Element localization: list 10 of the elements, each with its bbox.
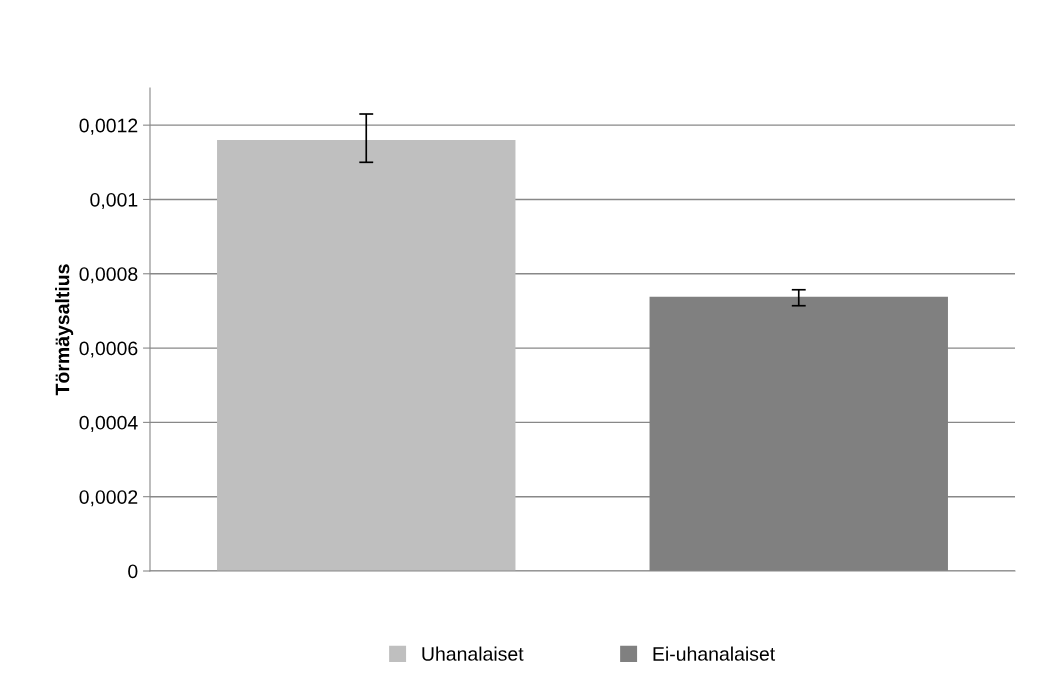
y-tick-label: 0	[128, 564, 138, 579]
legend-label: Ei-uhanalaiset	[653, 646, 776, 661]
y-tick-label: 0,001	[90, 192, 138, 209]
y-tick-label: 0,0008	[79, 267, 138, 284]
y-tick-label: 0,0004	[79, 415, 138, 432]
y-axis-title: Törmäysaltius	[55, 264, 74, 396]
y-tick-label: 0,0006	[79, 341, 138, 358]
y-tick-label: 0,0012	[79, 118, 138, 135]
legend-label: Uhanalaiset	[422, 646, 524, 661]
y-tick-label: 0,0002	[79, 490, 138, 507]
